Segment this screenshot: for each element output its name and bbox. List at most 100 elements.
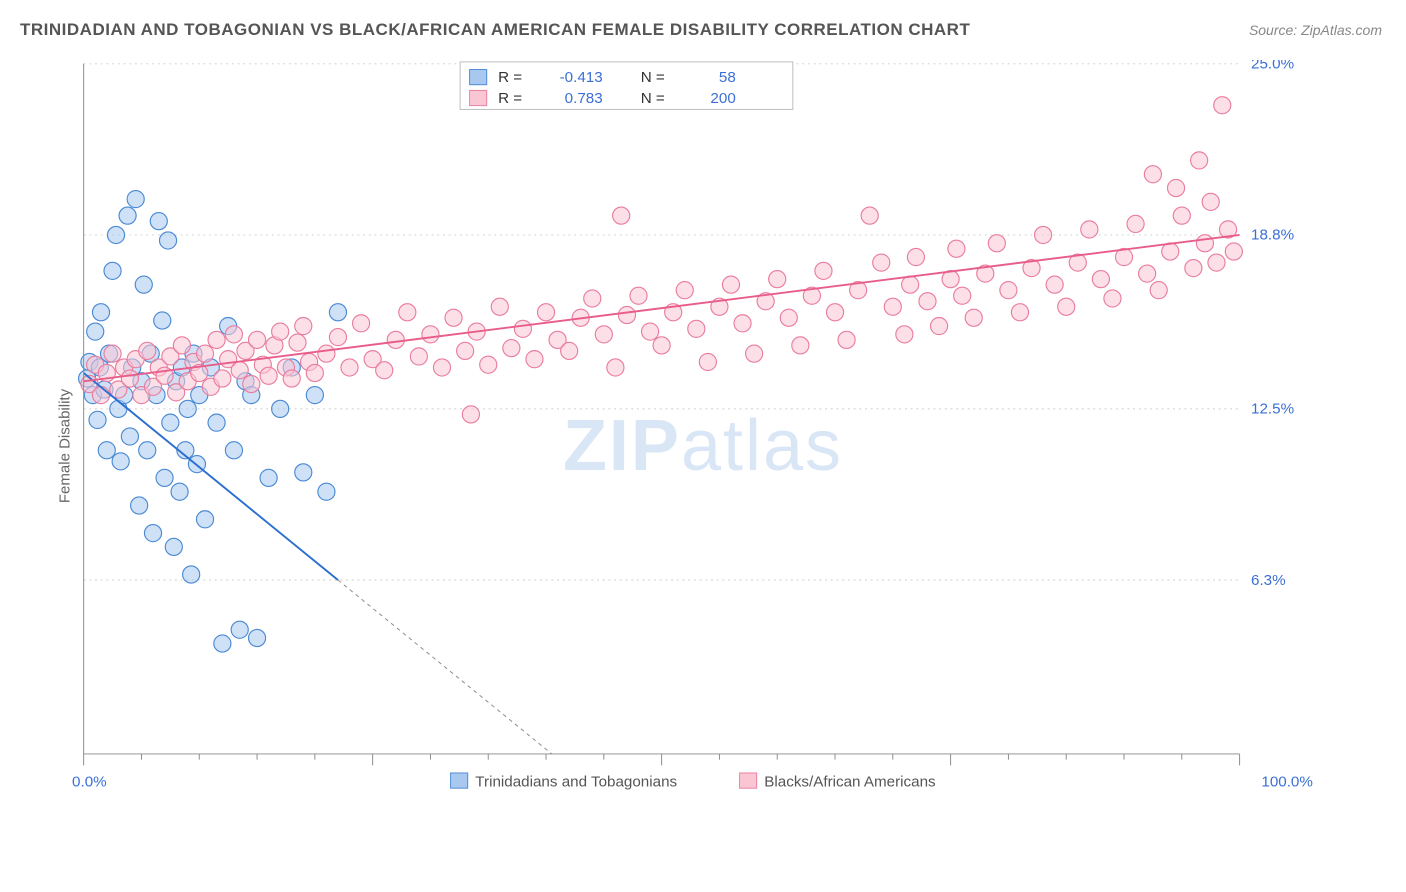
data-point [688, 320, 705, 337]
chart-title: TRINIDADIAN AND TOBAGONIAN VS BLACK/AFRI… [20, 20, 970, 40]
data-point [462, 406, 479, 423]
data-point [248, 331, 265, 348]
corr-n-value: 58 [719, 69, 736, 86]
legend-swatch [470, 70, 487, 85]
data-point [295, 318, 312, 335]
source-label: Source: ZipAtlas.com [1249, 22, 1382, 38]
data-point [1081, 221, 1098, 238]
data-point [179, 400, 196, 417]
corr-n-label: N = [641, 69, 665, 86]
data-point [1162, 243, 1179, 260]
data-point [112, 453, 129, 470]
x-tick-label-left: 0.0% [72, 773, 107, 790]
data-point [208, 414, 225, 431]
data-point [537, 304, 554, 321]
data-point [306, 387, 323, 404]
y-tick-label: 12.5% [1251, 401, 1294, 418]
data-point [104, 345, 121, 362]
trend-line-ext [338, 580, 552, 754]
corr-n-value: 200 [710, 90, 735, 107]
data-point [196, 511, 213, 528]
data-point [1127, 215, 1144, 232]
data-point [341, 359, 358, 376]
data-point [1058, 298, 1075, 315]
data-point [135, 276, 152, 293]
data-point [676, 282, 693, 299]
data-point [613, 207, 630, 224]
data-point [861, 207, 878, 224]
data-point [699, 353, 716, 370]
data-point [902, 276, 919, 293]
data-point [329, 329, 346, 346]
data-point [954, 287, 971, 304]
data-point [376, 362, 393, 379]
data-point [561, 342, 578, 359]
data-point [318, 483, 335, 500]
data-point [127, 191, 144, 208]
data-point [769, 271, 786, 288]
data-point [289, 334, 306, 351]
data-point [422, 326, 439, 343]
y-tick-label: 18.8% [1251, 227, 1294, 244]
data-point [1011, 304, 1028, 321]
data-point [214, 635, 231, 652]
data-point [630, 287, 647, 304]
scatter-plot: 6.3%12.5%18.8%25.0%0.0%100.0%R =-0.413N … [48, 60, 1338, 830]
data-point [410, 348, 427, 365]
data-point [196, 345, 213, 362]
data-point [139, 342, 156, 359]
data-point [260, 367, 277, 384]
data-point [433, 359, 450, 376]
data-point [1185, 260, 1202, 277]
data-point [503, 340, 520, 357]
data-point [595, 326, 612, 343]
data-point [1150, 282, 1167, 299]
data-point [295, 464, 312, 481]
corr-n-label: N = [641, 90, 665, 107]
corr-r-value: -0.413 [560, 69, 603, 86]
legend-swatch [740, 773, 757, 788]
data-point [231, 621, 248, 638]
data-point [746, 345, 763, 362]
data-point [283, 370, 300, 387]
data-point [873, 254, 890, 271]
data-point [491, 298, 508, 315]
data-point [231, 362, 248, 379]
data-point [243, 375, 260, 392]
data-point [92, 387, 109, 404]
data-point [826, 304, 843, 321]
data-point [225, 442, 242, 459]
data-point [121, 428, 138, 445]
data-point [248, 629, 265, 646]
data-point [329, 304, 346, 321]
corr-r-value: 0.783 [565, 90, 603, 107]
data-point [734, 315, 751, 332]
y-tick-label: 6.3% [1251, 572, 1286, 589]
x-tick-label-right: 100.0% [1261, 773, 1313, 790]
data-point [165, 538, 182, 555]
data-point [1225, 243, 1242, 260]
data-point [306, 364, 323, 381]
data-point [907, 248, 924, 265]
data-point [150, 213, 167, 230]
legend-label: Trinidadians and Tobagonians [475, 773, 677, 790]
data-point [214, 370, 231, 387]
legend-swatch [470, 90, 487, 105]
data-point [387, 331, 404, 348]
data-point [1167, 179, 1184, 196]
data-point [1173, 207, 1190, 224]
data-point [272, 323, 289, 340]
data-point [131, 497, 148, 514]
data-point [121, 370, 138, 387]
data-point [1000, 282, 1017, 299]
data-point [653, 337, 670, 354]
data-point [896, 326, 913, 343]
data-point [1104, 290, 1121, 307]
data-point [1046, 276, 1063, 293]
data-point [89, 411, 106, 428]
data-point [514, 320, 531, 337]
data-point [780, 309, 797, 326]
data-point [618, 306, 635, 323]
corr-r-label: R = [498, 90, 522, 107]
data-point [642, 323, 659, 340]
